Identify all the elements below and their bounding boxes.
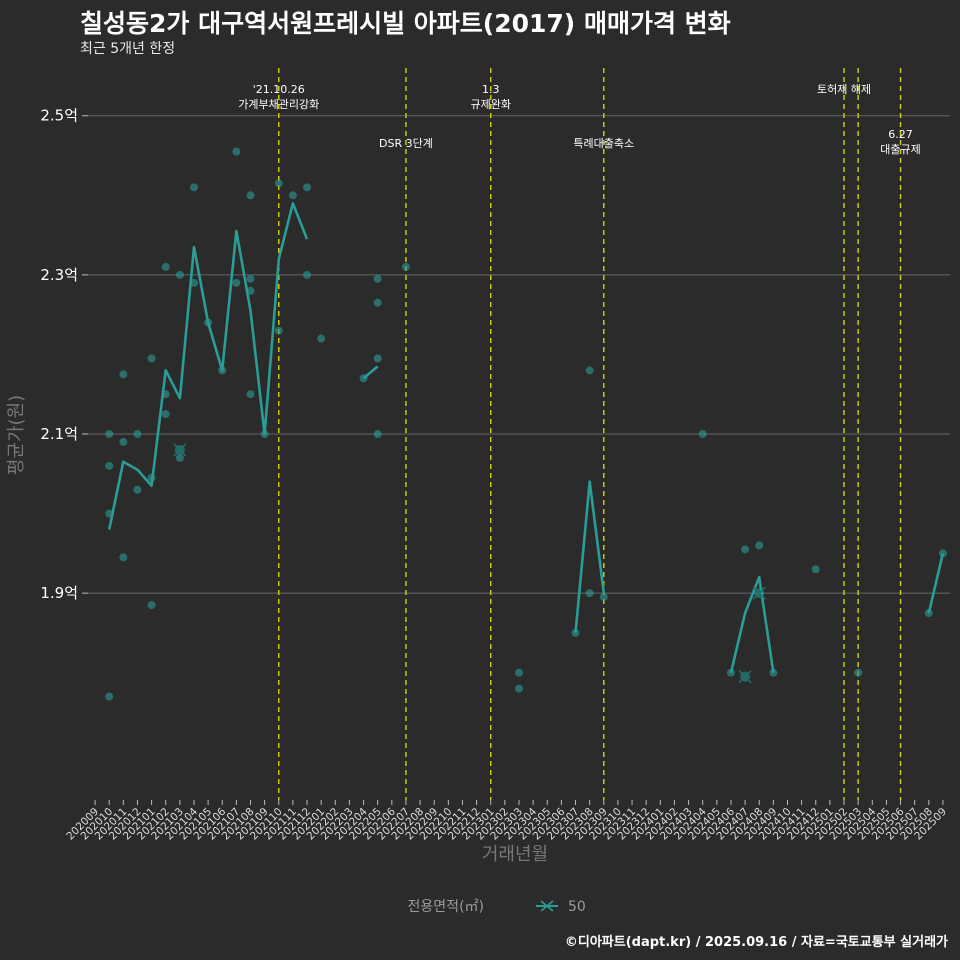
series-line <box>729 575 775 673</box>
legend-title: 전용면적(㎡) <box>408 899 484 915</box>
data-point <box>189 183 198 192</box>
data-point <box>726 668 735 677</box>
data-point <box>189 278 198 287</box>
legend: 전용면적(㎡) 50 <box>408 899 586 915</box>
data-point <box>274 179 283 188</box>
data-point <box>119 553 128 562</box>
data-point <box>288 191 297 200</box>
chart-subtitle: 최근 5개년 한정 <box>80 41 176 57</box>
event-annotation: 토허제 해제 <box>817 82 871 96</box>
event-annotation: 1.3 <box>482 83 500 96</box>
data-point <box>585 589 594 598</box>
source-caption: ©디아파트(dapt.kr) / 2025.09.16 / 자료=국토교통부 실… <box>564 935 948 950</box>
data-point <box>811 565 820 574</box>
data-point <box>175 453 184 462</box>
chart-title: 칠성동2가 대구역서원프레시빌 아파트(2017) 매매가격 변화 <box>80 9 731 38</box>
data-point <box>105 430 114 438</box>
y-tick-label: 1.9억 <box>40 584 78 602</box>
data-point <box>232 278 241 287</box>
data-point <box>854 668 863 677</box>
data-point <box>303 183 312 192</box>
data-point <box>515 684 523 693</box>
data-point <box>218 366 227 375</box>
data-point <box>204 318 213 327</box>
event-annotation: DSR 3단계 <box>379 137 433 150</box>
y-tick-label: 2.5억 <box>40 107 78 125</box>
data-point <box>373 274 382 283</box>
y-tick-label: 2.3억 <box>40 266 78 284</box>
data-point <box>755 541 764 550</box>
data-point <box>161 410 170 419</box>
data-point <box>246 286 255 295</box>
event-annotation: 규제완화 <box>470 98 510 111</box>
data-point <box>585 366 594 375</box>
cross-marker <box>752 586 766 600</box>
y-axis-title: 평균가(원) <box>6 395 27 475</box>
data-point <box>599 593 608 602</box>
series-line <box>574 480 606 634</box>
data-point <box>741 545 750 554</box>
data-point <box>246 274 255 283</box>
data-point <box>373 298 382 307</box>
data-point <box>698 430 707 438</box>
data-point <box>161 390 170 399</box>
data-point <box>401 262 410 271</box>
data-point <box>373 430 382 438</box>
event-annotation: '21.10.26 <box>253 83 305 96</box>
x-axis-ticks: 2020092020102020112020122021012021022021… <box>64 800 949 842</box>
data-point <box>924 609 933 618</box>
data-point <box>246 390 255 399</box>
data-point <box>147 601 156 610</box>
x-axis-title: 거래년월 <box>482 844 548 865</box>
data-point <box>938 549 947 558</box>
legend-label: 50 <box>568 899 586 915</box>
y-tick-label: 2.1억 <box>40 425 78 443</box>
data-point <box>260 430 269 438</box>
data-point <box>317 334 326 343</box>
data-point <box>246 191 255 200</box>
data-point <box>105 509 114 518</box>
cross-marker <box>738 670 752 684</box>
y-axis-ticks: 1.9억 2.1억 2.3억 2.5억 <box>40 107 88 602</box>
data-point <box>571 628 580 637</box>
data-point <box>161 262 170 271</box>
series-line <box>927 553 945 614</box>
data-point <box>175 270 184 279</box>
event-annotation: 대출규제 <box>880 143 920 156</box>
event-annotation: 특례대출축소 <box>573 137 634 150</box>
data-point <box>119 370 128 379</box>
event-annotation: 가계부채관리강화 <box>238 98 319 111</box>
series-line <box>107 202 309 530</box>
event-annotation: 6.27 <box>888 128 913 141</box>
data-point <box>133 485 142 494</box>
data-point <box>119 437 128 446</box>
legend-cross-icon <box>540 900 554 912</box>
series-points <box>105 147 947 701</box>
data-point <box>133 430 142 438</box>
data-point <box>105 692 114 701</box>
data-point <box>232 147 241 156</box>
data-point <box>769 668 778 677</box>
data-point <box>515 668 523 677</box>
data-point <box>303 270 312 279</box>
series-lines <box>107 202 945 673</box>
cross-marker <box>173 443 187 457</box>
data-point <box>105 461 114 470</box>
data-point <box>373 354 382 363</box>
data-point <box>147 473 156 482</box>
data-point <box>359 374 368 383</box>
data-point <box>147 354 156 363</box>
data-point <box>274 326 283 335</box>
